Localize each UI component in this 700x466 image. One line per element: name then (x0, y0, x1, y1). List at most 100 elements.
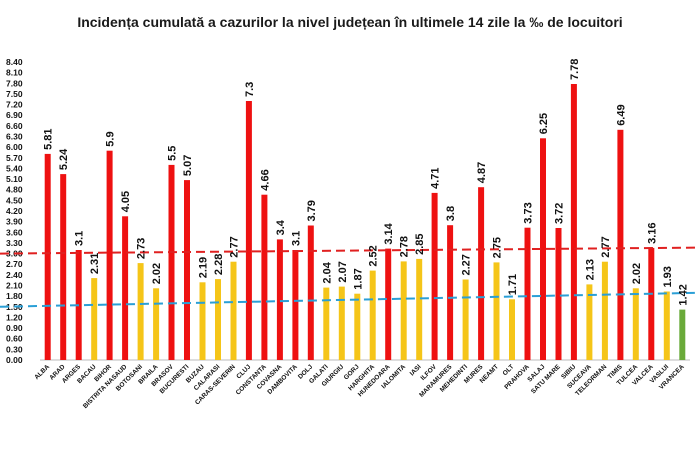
bar (215, 279, 221, 360)
bar (617, 129, 624, 360)
value-label: 7.3 (244, 82, 256, 97)
bar (199, 282, 206, 360)
bar (632, 288, 639, 360)
y-tick-label: 5.10 (6, 174, 23, 184)
value-label: 2.77 (600, 236, 612, 257)
y-tick-label: 0.30 (6, 344, 23, 354)
value-label: 3.73 (523, 202, 535, 223)
bar (153, 288, 160, 360)
value-label: 2.19 (198, 257, 210, 278)
value-label: 5.5 (167, 146, 179, 161)
bar (586, 284, 593, 360)
y-tick-label: 8.10 (6, 68, 23, 78)
category-label: ALBA (33, 363, 51, 381)
bar (400, 261, 407, 360)
bar (679, 309, 686, 360)
value-label: 5.24 (58, 148, 70, 170)
bar (168, 164, 175, 360)
bar (60, 174, 67, 360)
y-tick-label: 6.60 (6, 121, 23, 131)
value-label: 6.25 (538, 113, 550, 134)
value-label: 5.9 (105, 131, 117, 146)
bar (648, 247, 655, 360)
bar (122, 216, 129, 360)
value-labels: 5.815.243.12.315.94.052.732.025.55.072.1… (43, 59, 690, 306)
bar (44, 153, 51, 360)
bar (524, 227, 531, 360)
y-tick-label: 0.90 (6, 323, 23, 333)
bar (323, 287, 330, 360)
bar (230, 261, 237, 360)
value-label: 6.49 (615, 104, 627, 125)
bar (184, 180, 190, 360)
value-label: 1.93 (662, 266, 674, 287)
bar (478, 187, 485, 360)
bar (106, 150, 113, 360)
y-tick-label: 5.70 (6, 153, 23, 163)
bar (354, 293, 361, 360)
value-label: 2.02 (631, 263, 643, 284)
value-label: 2.73 (136, 238, 148, 259)
value-label: 2.07 (337, 261, 349, 282)
y-tick-label: 6.90 (6, 110, 23, 120)
value-label: 4.71 (430, 167, 442, 188)
value-label: 2.27 (461, 254, 473, 275)
bar (555, 228, 562, 360)
y-tick-label: 2.70 (6, 259, 23, 269)
y-tick-label: 0.00 (6, 355, 23, 365)
y-tick-label: 8.40 (6, 57, 23, 67)
bar (91, 278, 98, 360)
value-label: 2.13 (584, 259, 596, 280)
y-tick-label: 6.30 (6, 132, 23, 142)
bar (601, 261, 608, 360)
value-label: 2.75 (492, 237, 504, 258)
threshold-line (0, 246, 699, 255)
value-label: 3.1 (290, 231, 302, 246)
value-label: 5.81 (43, 128, 55, 149)
value-label: 3.14 (383, 222, 395, 244)
y-tick-label: 4.80 (6, 185, 23, 195)
value-label: 2.77 (229, 236, 241, 257)
bar (509, 299, 515, 360)
value-label: 5.07 (182, 155, 194, 176)
bar (338, 286, 345, 360)
y-tick-label: 6.00 (6, 142, 23, 152)
bar (261, 194, 268, 360)
bar (570, 84, 577, 360)
bar (663, 291, 670, 360)
y-tick-label: 2.10 (6, 281, 23, 291)
value-label: 2.31 (89, 253, 101, 274)
y-tick-label: 3.30 (6, 238, 23, 248)
value-label: 4.05 (120, 191, 132, 212)
value-label: 2.04 (321, 261, 333, 283)
y-tick-label: 3.60 (6, 227, 23, 237)
bar (462, 279, 469, 360)
value-label: 3.1 (74, 231, 86, 246)
bar (276, 239, 283, 360)
chart-title: Incidența cumulată a cazurilor la nivel … (77, 14, 623, 30)
value-label: 1.71 (507, 274, 519, 295)
bar (493, 262, 500, 360)
bar (385, 248, 392, 360)
value-label: 3.79 (306, 200, 318, 221)
bar (540, 138, 546, 360)
threshold-lines (0, 246, 699, 308)
y-tick-label: 1.20 (6, 312, 23, 322)
value-label: 4.87 (476, 162, 488, 183)
value-label: 3.16 (646, 222, 658, 243)
y-tick-label: 5.40 (6, 163, 23, 173)
value-label: 7.78 (569, 59, 581, 80)
y-tick-label: 4.50 (6, 195, 23, 205)
value-label: 2.78 (399, 236, 411, 257)
bar (416, 258, 423, 360)
bar (245, 101, 252, 360)
y-tick-label: 7.80 (6, 78, 23, 88)
value-label: 2.02 (151, 263, 163, 284)
bar (447, 225, 454, 360)
threshold-line (0, 291, 699, 308)
value-label: 3.72 (554, 203, 566, 224)
y-tick-label: 4.20 (6, 206, 23, 216)
